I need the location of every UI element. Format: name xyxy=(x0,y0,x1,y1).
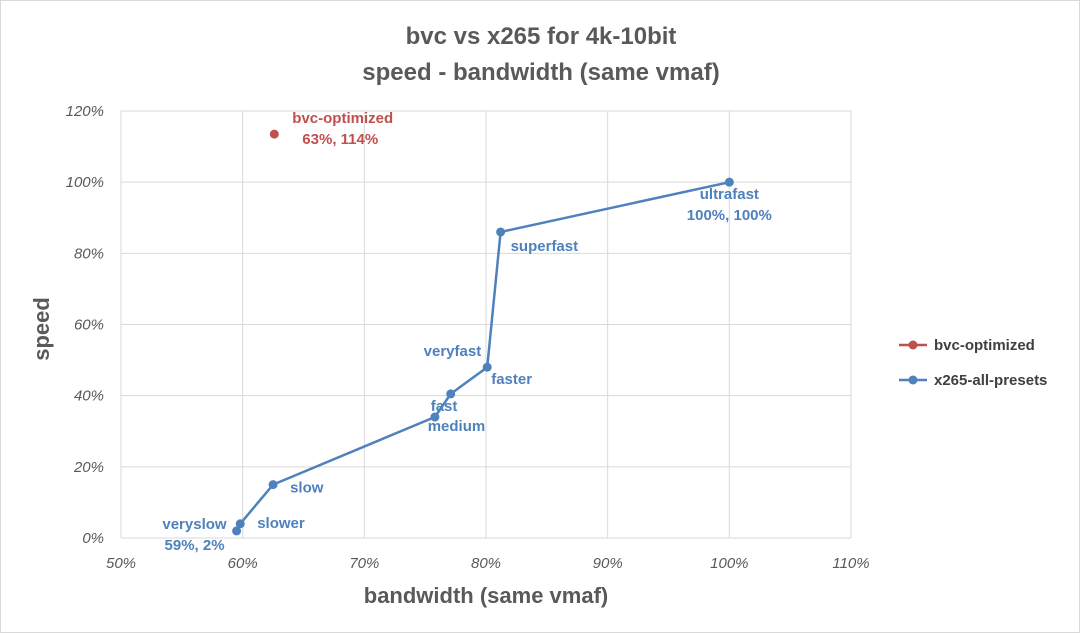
y-tick-label: 20% xyxy=(73,459,104,476)
y-axis-title: speed xyxy=(29,297,54,361)
data-point-x265-all-presets xyxy=(232,526,242,536)
x-tick-label: 100% xyxy=(710,555,748,572)
data-point-bvc-optimized xyxy=(269,129,279,139)
chart-title-line-1: bvc vs x265 for 4k-10bit xyxy=(406,23,677,50)
x-tick-label: 110% xyxy=(832,555,869,572)
y-tick-label: 0% xyxy=(82,530,104,547)
data-label-x265-all-presets: medium xyxy=(428,418,486,435)
legend-item-bvc-optimized: bvc-optimized xyxy=(899,337,1035,354)
series-layer xyxy=(232,129,734,536)
chart-title-line-2: speed - bandwidth (same vmaf) xyxy=(362,59,719,86)
y-tick-label: 100% xyxy=(66,174,104,191)
data-point-x265-all-presets xyxy=(482,362,492,372)
legend-item-x265-all-presets: x265-all-presets xyxy=(899,372,1047,389)
data-label-x265-all-presets: slow xyxy=(290,480,324,497)
legend: bvc-optimized x265-all-presets xyxy=(899,337,1047,389)
x-tick-label: 60% xyxy=(228,555,258,572)
data-point-x265-all-presets xyxy=(268,480,278,490)
data-point-x265-all-presets xyxy=(496,227,506,237)
point-labels: bvc-optimized 63%, 114% ultrafast 100%, 100… xyxy=(162,110,772,554)
data-point-x265-all-presets xyxy=(430,412,440,422)
data-label-x265-all-presets: 59%, 2% xyxy=(165,537,225,554)
data-point-x265-all-presets xyxy=(235,519,245,529)
grid-lines xyxy=(120,110,852,539)
legend-label-x265-all-presets: x265-all-presets xyxy=(934,372,1047,389)
x-tick-label: 70% xyxy=(349,555,379,572)
data-label-x265-all-presets: veryfast xyxy=(424,343,482,360)
y-tick-label: 120% xyxy=(66,103,104,120)
data-point-x265-all-presets xyxy=(724,177,734,187)
x-tick-label: 80% xyxy=(471,555,501,572)
tick-labels: 50% 60% 70% 80% 90% 100% 110% 0% 20% 40% 60% 80% 100… xyxy=(66,103,870,572)
data-label-x265-all-presets: ultrafast xyxy=(700,186,759,203)
x-axis-title: bandwidth (same vmaf) xyxy=(364,583,608,608)
data-label-x265-all-presets: 100%, 100% xyxy=(687,207,772,224)
series-line-x265-all-presets xyxy=(235,180,730,532)
legend-marker-x265-all-presets xyxy=(908,375,918,385)
data-label-x265-all-presets: faster xyxy=(491,371,532,388)
legend-label-bvc-optimized: bvc-optimized xyxy=(934,337,1035,354)
y-tick-label: 60% xyxy=(74,317,104,334)
y-tick-label: 80% xyxy=(74,245,104,262)
data-label-x265-all-presets: fast xyxy=(431,398,458,415)
data-label-bvc-optimized: 63%, 114% xyxy=(302,131,378,148)
data-label-x265-all-presets: veryslow xyxy=(162,516,227,533)
data-point-x265-all-presets xyxy=(446,389,456,399)
x-tick-label: 50% xyxy=(106,555,136,572)
y-tick-label: 40% xyxy=(74,388,104,405)
legend-marker-bvc-optimized xyxy=(908,340,918,350)
data-label-x265-all-presets: slower xyxy=(257,515,305,532)
x-tick-label: 90% xyxy=(593,555,623,572)
data-label-x265-all-presets: superfast xyxy=(511,238,579,255)
data-label-bvc-optimized: bvc-optimized xyxy=(292,110,393,127)
